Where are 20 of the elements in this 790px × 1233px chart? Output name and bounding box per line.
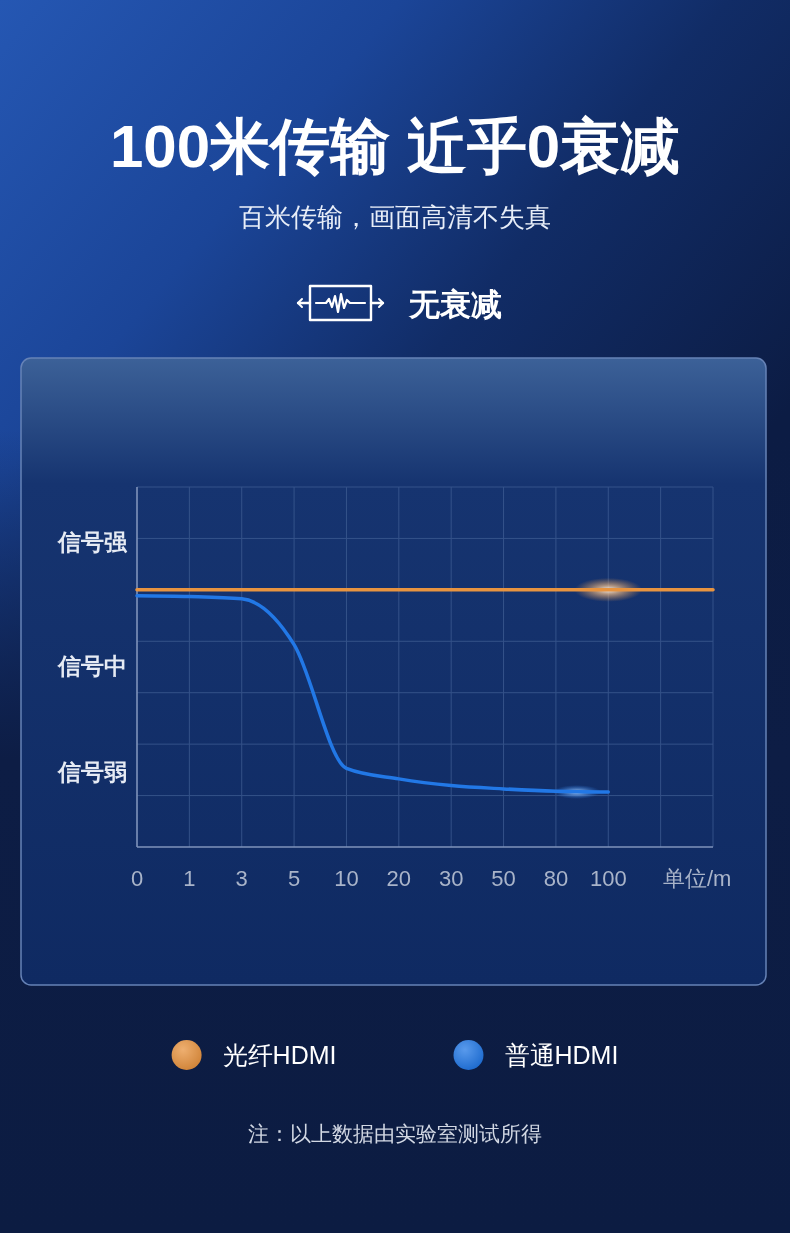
legend-label: 光纤HDMI: [222, 1041, 337, 1069]
x-tick-label: 20: [386, 866, 412, 891]
x-tick-label: 80: [543, 866, 569, 891]
chart-title: 100米传输 近乎0衰减: [109, 113, 681, 180]
x-tick-label: 30: [438, 866, 464, 891]
x-tick-label: 1: [183, 866, 196, 891]
chart-subtitle: 百米传输，画面高清不失真: [239, 202, 551, 232]
x-tick-label: 10: [334, 866, 359, 891]
text: 无衰减: [408, 287, 502, 322]
x-tick-label: 5: [287, 866, 301, 891]
text: 信号中: [57, 652, 127, 679]
legend-label: 普通HDMI: [504, 1041, 619, 1069]
text: 注：以上数据由实验室测试所得: [248, 1122, 542, 1145]
x-tick-label: 50: [491, 866, 516, 891]
text: 信号弱: [57, 758, 127, 785]
text: 信号强: [57, 528, 128, 555]
x-tick-label: 100: [589, 866, 627, 891]
x-tick-label: 3: [235, 866, 248, 891]
x-tick-label: 0: [130, 866, 144, 891]
x-axis-title: 单位/m: [663, 866, 732, 891]
